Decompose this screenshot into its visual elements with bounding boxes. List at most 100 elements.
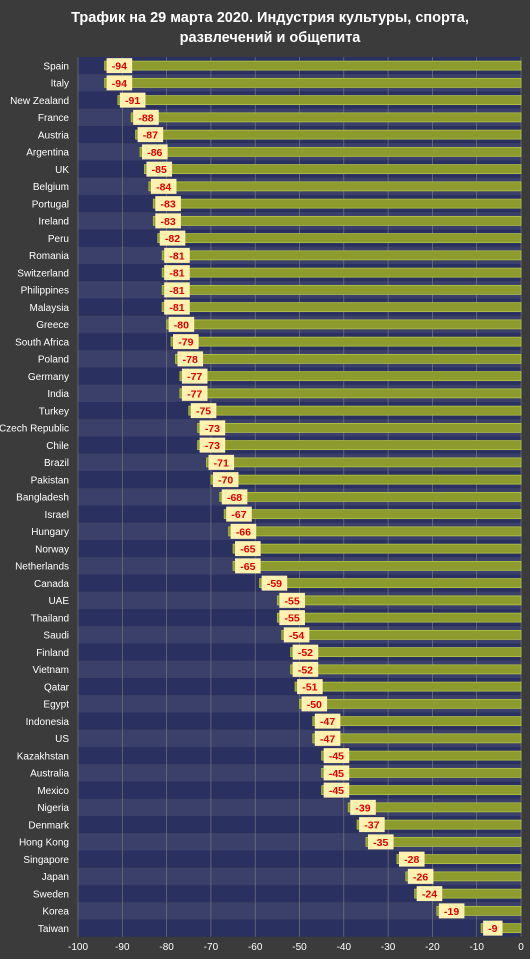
data-label: -94 [106, 75, 133, 91]
x-axis: -100 -90 -80 -70 -60 -50 -40 -30 -20 -10 0 [68, 942, 524, 953]
data-label: -37 [359, 817, 385, 833]
bar-korea [436, 905, 522, 916]
data-label-text: -45 [329, 768, 344, 780]
data-label: -84 [150, 178, 177, 194]
data-label-text: -65 [240, 561, 255, 573]
data-label-text: -19 [444, 906, 459, 918]
data-label-text: -87 [143, 130, 158, 142]
data-label-text: -70 [218, 475, 233, 487]
bar-norway [232, 543, 522, 554]
bar-belgium [148, 181, 522, 192]
category-label: Peru [48, 234, 69, 245]
data-label-text: -51 [302, 682, 317, 694]
data-label-box [164, 299, 190, 315]
bar-peru [157, 233, 522, 244]
data-label-box [235, 558, 261, 574]
data-label: -52 [292, 661, 319, 677]
bar-india [179, 388, 522, 399]
bar-vietnam [290, 664, 522, 675]
category-label: UK [55, 165, 69, 176]
bar-egypt [299, 698, 522, 709]
data-label-text: -55 [285, 595, 300, 607]
data-label-box [137, 127, 164, 143]
data-label: -80 [168, 316, 195, 332]
data-label-text: -24 [422, 889, 437, 901]
data-label-text: -52 [298, 647, 313, 659]
data-label: -35 [367, 834, 394, 850]
data-label-box [323, 765, 350, 781]
data-label: -87 [137, 127, 164, 143]
data-label: -79 [173, 334, 199, 350]
data-label-text: -47 [320, 733, 335, 745]
data-label-box [190, 403, 217, 419]
x-tick-label: -20 [425, 942, 440, 953]
data-label: -73 [199, 420, 226, 436]
category-label: Malaysia [30, 303, 70, 314]
data-label-box [177, 351, 204, 367]
category-label: Mexico [37, 786, 69, 797]
category-label: Singapore [23, 855, 69, 866]
data-label: -45 [323, 782, 350, 798]
x-tick-label: -40 [337, 942, 352, 953]
data-label-text: -75 [196, 406, 211, 418]
category-label: Ireland [38, 217, 69, 228]
category-label: Qatar [44, 682, 70, 693]
bar-turkey [188, 405, 522, 416]
category-label: Germany [28, 372, 69, 383]
data-label-box [133, 109, 159, 125]
data-label: -88 [133, 109, 159, 125]
data-label-box [150, 178, 177, 194]
bar-czech-republic [197, 422, 522, 433]
data-label: -81 [164, 282, 190, 298]
data-label-box [221, 489, 248, 505]
data-label-box [230, 523, 257, 539]
data-label-box [261, 575, 288, 591]
x-tick-label: -100 [68, 942, 88, 953]
category-label: India [47, 389, 69, 400]
bar-austria [135, 129, 522, 140]
data-label-text: -84 [156, 181, 171, 193]
category-label: Norway [35, 544, 69, 555]
data-label-box [314, 730, 341, 746]
bar-chile [197, 440, 522, 451]
value-labels: -94 -94 -91 -88 -87 -86 -85 -84 -83 -83 -82 -81 -81 -… [106, 58, 503, 936]
data-label-box [199, 420, 226, 436]
bar-sweden [414, 888, 522, 899]
category-label: Thailand [31, 613, 69, 624]
category-label: Indonesia [26, 717, 70, 728]
data-label: -78 [177, 351, 204, 367]
data-label-box [367, 834, 394, 850]
data-label: -47 [314, 713, 341, 729]
x-tick-label: 0 [518, 942, 524, 953]
data-label: -68 [221, 489, 248, 505]
bar-bangladesh [219, 491, 522, 502]
category-label: Hong Kong [19, 838, 69, 849]
bar-malaysia [161, 302, 522, 313]
x-tick-label: -30 [381, 942, 396, 953]
category-label: Nigeria [37, 803, 69, 814]
category-label: Belgium [33, 182, 69, 193]
bar-pakistan [210, 474, 522, 485]
data-label-box [199, 437, 226, 453]
category-label: Japan [42, 872, 69, 883]
x-tick-label: -90 [115, 942, 130, 953]
x-tick-label: -50 [292, 942, 307, 953]
data-label: -70 [212, 472, 239, 488]
category-label: Egypt [43, 700, 69, 711]
category-label: Austria [38, 130, 70, 141]
bar-indonesia [312, 716, 522, 727]
data-label-box [181, 385, 208, 401]
data-label: -81 [164, 265, 190, 281]
category-label: Argentina [26, 148, 69, 159]
data-label-box [168, 316, 195, 332]
category-label: Vietnam [32, 665, 69, 676]
category-label: Australia [30, 769, 69, 780]
bar-finland [290, 647, 522, 658]
data-label-text: -35 [373, 837, 388, 849]
category-labels: Spain Italy New Zealand France Austria Argent… [0, 61, 70, 934]
category-label: Netherlands [15, 562, 69, 573]
data-label-box [407, 868, 434, 884]
data-label-text: -85 [152, 164, 167, 176]
data-label-text: -59 [267, 578, 282, 590]
data-label-box [119, 92, 146, 108]
